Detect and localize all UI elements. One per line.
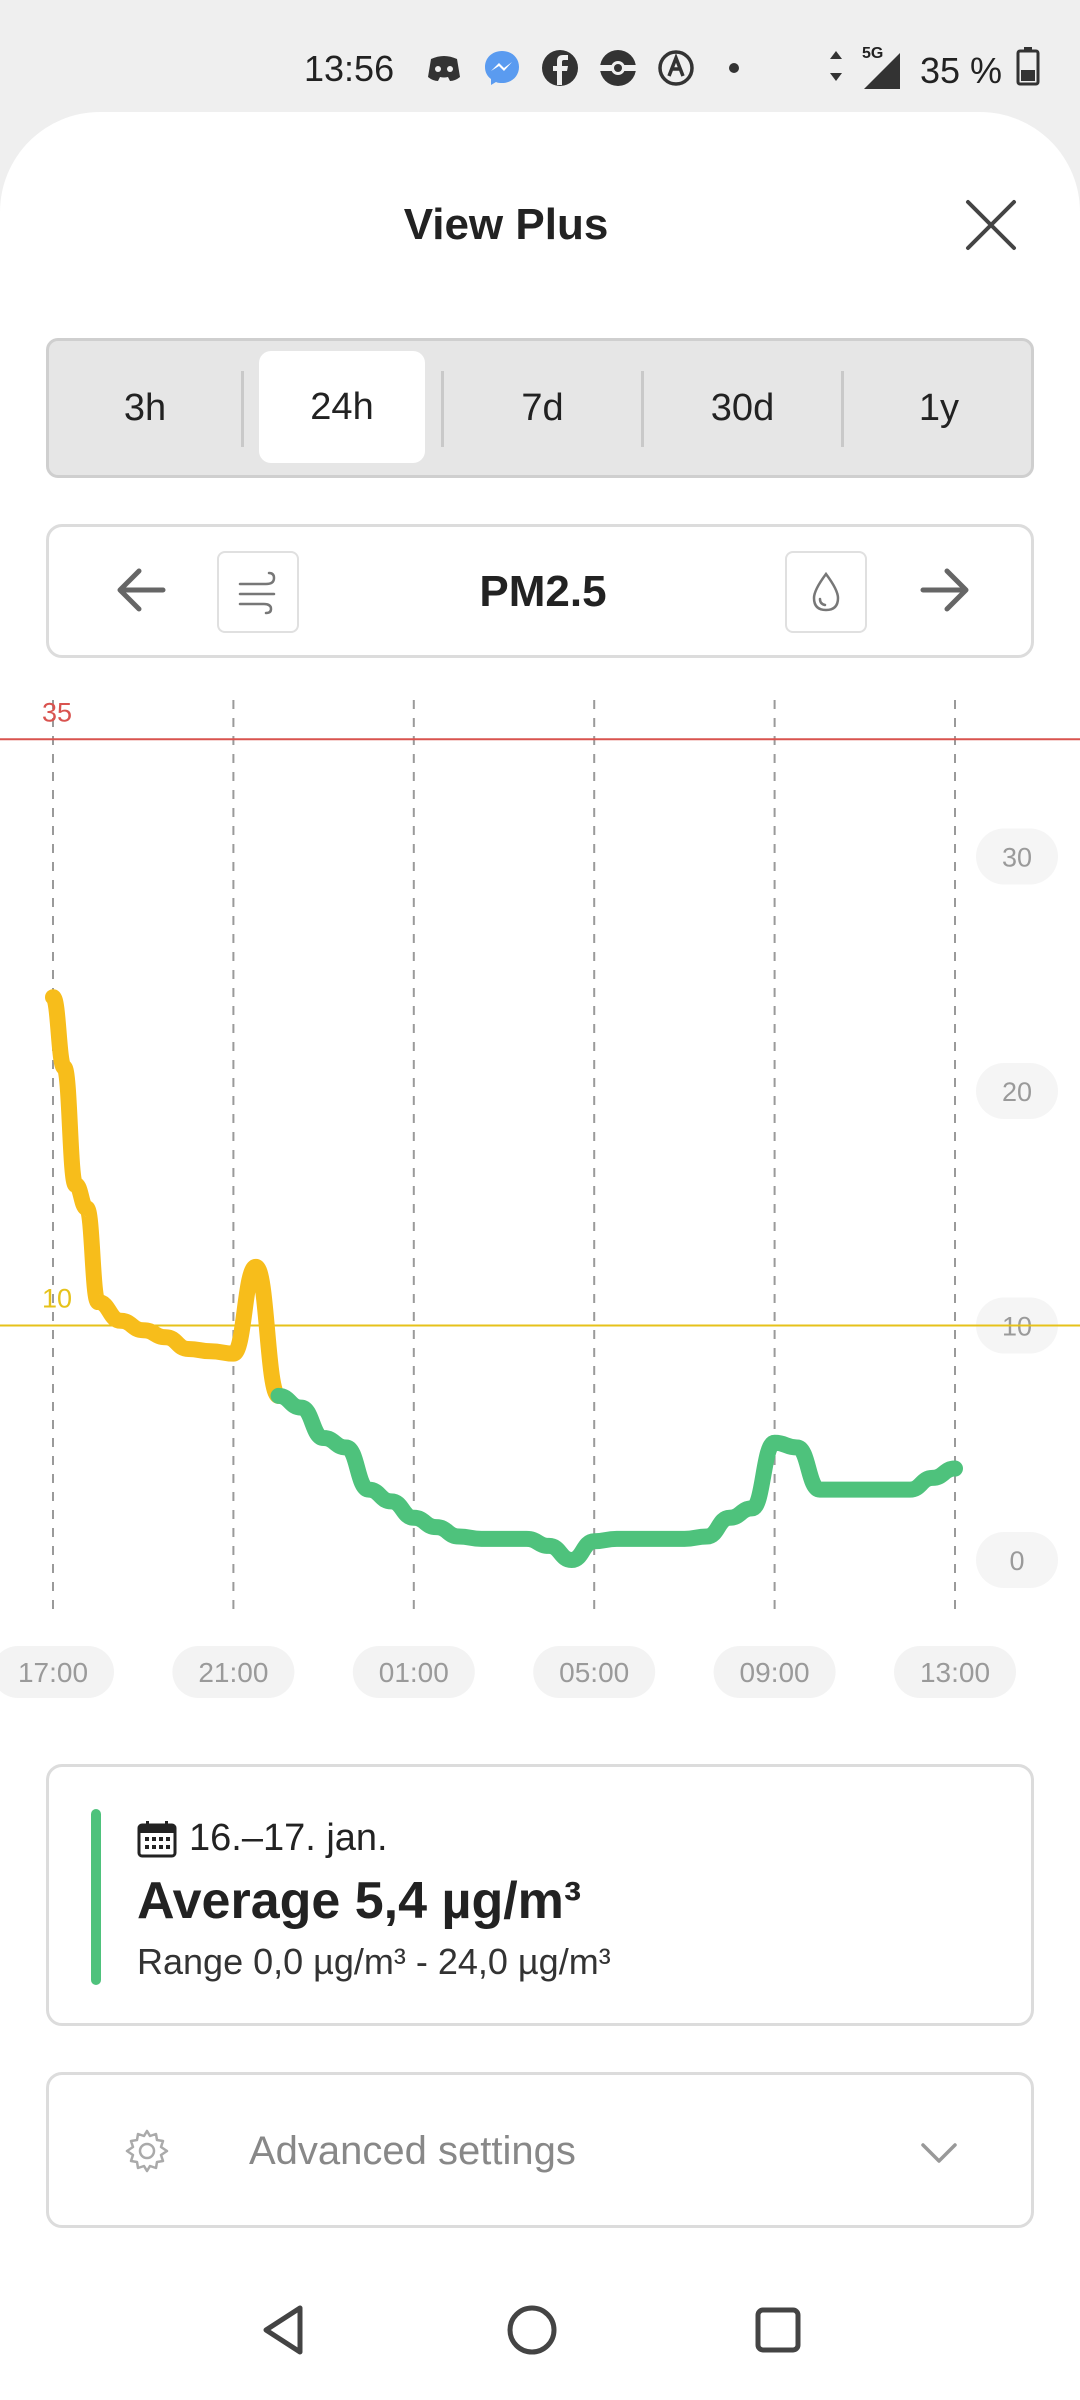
prev-pollutant-button[interactable] [109, 557, 175, 623]
status-bar: 13:56 5G 35 % [0, 0, 1080, 112]
advanced-settings-label: Advanced settings [249, 2129, 576, 2173]
nav-back-button[interactable] [256, 2300, 316, 2360]
discord-icon [424, 48, 464, 88]
segment-divider [641, 371, 644, 447]
back-triangle-icon [263, 2305, 303, 2355]
status-time: 13:56 [304, 48, 395, 89]
next-pollutant-button[interactable] [911, 557, 977, 623]
pollutant-title: PM2.5 [479, 567, 607, 616]
nav-home-button[interactable] [502, 2300, 562, 2360]
range-option-24h[interactable]: 24h [259, 351, 425, 463]
battery-icon [1016, 46, 1040, 95]
status-color-bar [91, 1809, 101, 1985]
wind-icon [238, 571, 276, 615]
calendar-icon [137, 1820, 177, 1857]
status-right: 5G 35 % [826, 45, 1040, 95]
messenger-icon [482, 48, 522, 88]
signal-icon: 5G [860, 45, 906, 91]
segment-divider [441, 371, 444, 447]
network-type: 5G [861, 44, 884, 62]
time-range-selector: 3h 24h 7d 30d 1y [46, 338, 1034, 478]
pollutant-navigator: PM2.5 [46, 524, 1034, 658]
range-option-1y[interactable]: 1y [918, 386, 960, 429]
recents-square-icon [755, 2307, 801, 2353]
range-option-3h[interactable]: 3h [123, 386, 167, 429]
dot-icon [714, 48, 754, 88]
summary-average: Average 5,4 µg/m³ [137, 1872, 582, 1930]
range-option-7d[interactable]: 7d [521, 386, 564, 429]
arrow-left-icon [117, 568, 166, 612]
segment-divider [241, 371, 244, 447]
data-arrows-icon [826, 49, 846, 92]
facebook-icon [540, 48, 580, 88]
next-pollutant-humidity-button[interactable] [785, 551, 867, 633]
system-navigation-bar [0, 2270, 1080, 2400]
summary-date: 16.–17. jan. [189, 1817, 388, 1859]
date-row: 16.–17. jan. [137, 1817, 388, 1860]
range-option-30d[interactable]: 30d [710, 386, 775, 429]
close-button[interactable] [960, 194, 1022, 256]
arrow-right-icon [920, 568, 969, 612]
advanced-settings-toggle[interactable]: Advanced settings [46, 2072, 1034, 2228]
bottom-sheet: View Plus 3h 24h 7d 30d 1y PM2.5 [0, 112, 1080, 2400]
segment-divider [841, 371, 844, 447]
chevron-down-icon [921, 2143, 957, 2163]
battery-text: 35 % [919, 49, 1002, 91]
gear-icon [125, 2129, 169, 2173]
autopilot-icon [656, 48, 696, 88]
prev-pollutant-wind-button[interactable] [217, 551, 299, 633]
page-title: View Plus [403, 200, 609, 249]
summary-range: Range 0,0 µg/m³ - 24,0 µg/m³ [137, 1941, 611, 1982]
notification-icons [424, 48, 754, 88]
summary-card: 16.–17. jan. Average 5,4 µg/m³ Range 0,0… [46, 1764, 1034, 2026]
home-circle-icon [507, 2305, 557, 2355]
humidity-drop-icon [812, 571, 840, 612]
nav-recents-button[interactable] [748, 2300, 808, 2360]
pokeball-icon [598, 48, 638, 88]
close-icon [966, 200, 1016, 250]
